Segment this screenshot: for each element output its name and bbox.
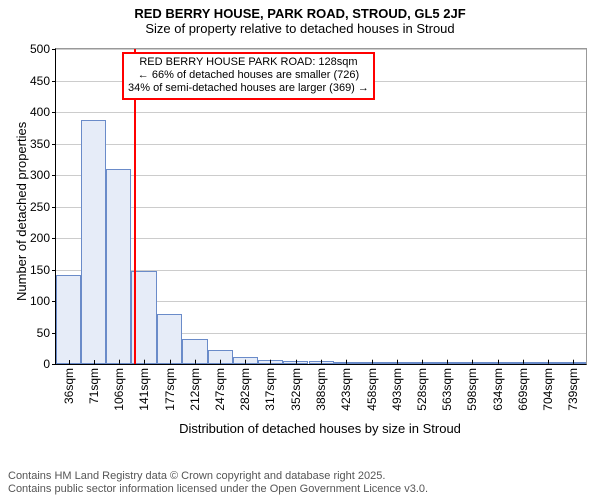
x-tick: 493sqm xyxy=(390,364,404,411)
x-tick: 423sqm xyxy=(339,364,353,411)
histogram-bar xyxy=(106,169,131,364)
x-tick: 317sqm xyxy=(263,364,277,411)
y-tick: 0 xyxy=(43,357,56,371)
chart-title: RED BERRY HOUSE, PARK ROAD, STROUD, GL5 … xyxy=(0,0,600,21)
x-tick: 352sqm xyxy=(289,364,303,411)
attribution-footer: Contains HM Land Registry data © Crown c… xyxy=(8,470,428,496)
x-axis-label: Distribution of detached houses by size … xyxy=(55,421,585,436)
y-axis-label: Number of detached properties xyxy=(14,121,29,300)
x-tick: 669sqm xyxy=(516,364,530,411)
y-tick: 150 xyxy=(30,263,56,277)
y-tick: 50 xyxy=(37,326,56,340)
x-tick: 282sqm xyxy=(238,364,252,411)
x-tick: 36sqm xyxy=(62,364,76,404)
y-tick: 250 xyxy=(30,200,56,214)
x-tick: 71sqm xyxy=(87,364,101,404)
x-tick: 141sqm xyxy=(137,364,151,411)
histogram-bar xyxy=(56,275,81,364)
x-tick: 106sqm xyxy=(112,364,126,411)
plot-area: 05010015020025030035040045050036sqm71sqm… xyxy=(55,48,587,365)
x-tick: 563sqm xyxy=(440,364,454,411)
x-tick: 704sqm xyxy=(541,364,555,411)
y-tick: 350 xyxy=(30,137,56,151)
info-line-1: RED BERRY HOUSE PARK ROAD: 128sqm xyxy=(128,56,369,69)
histogram-bar xyxy=(81,120,106,364)
marker-info-box: RED BERRY HOUSE PARK ROAD: 128sqm ← 66% … xyxy=(122,52,375,100)
x-tick: 177sqm xyxy=(163,364,177,411)
y-tick: 100 xyxy=(30,294,56,308)
x-tick: 247sqm xyxy=(213,364,227,411)
info-line-2: ← 66% of detached houses are smaller (72… xyxy=(128,69,369,82)
footer-line-1: Contains HM Land Registry data © Crown c… xyxy=(8,470,428,483)
x-tick: 212sqm xyxy=(188,364,202,411)
histogram-bar xyxy=(157,314,182,364)
x-tick: 388sqm xyxy=(314,364,328,411)
property-size-chart: RED BERRY HOUSE, PARK ROAD, STROUD, GL5 … xyxy=(0,0,600,500)
footer-line-2: Contains public sector information licen… xyxy=(8,483,428,496)
x-tick: 458sqm xyxy=(365,364,379,411)
y-tick: 450 xyxy=(30,74,56,88)
x-tick: 528sqm xyxy=(415,364,429,411)
y-tick: 300 xyxy=(30,168,56,182)
chart-subtitle: Size of property relative to detached ho… xyxy=(0,21,600,40)
y-tick: 200 xyxy=(30,231,56,245)
y-tick: 400 xyxy=(30,105,56,119)
info-line-3: 34% of semi-detached houses are larger (… xyxy=(128,82,369,95)
x-tick: 598sqm xyxy=(465,364,479,411)
x-tick: 634sqm xyxy=(491,364,505,411)
x-tick: 739sqm xyxy=(566,364,580,411)
y-tick: 500 xyxy=(30,42,56,56)
